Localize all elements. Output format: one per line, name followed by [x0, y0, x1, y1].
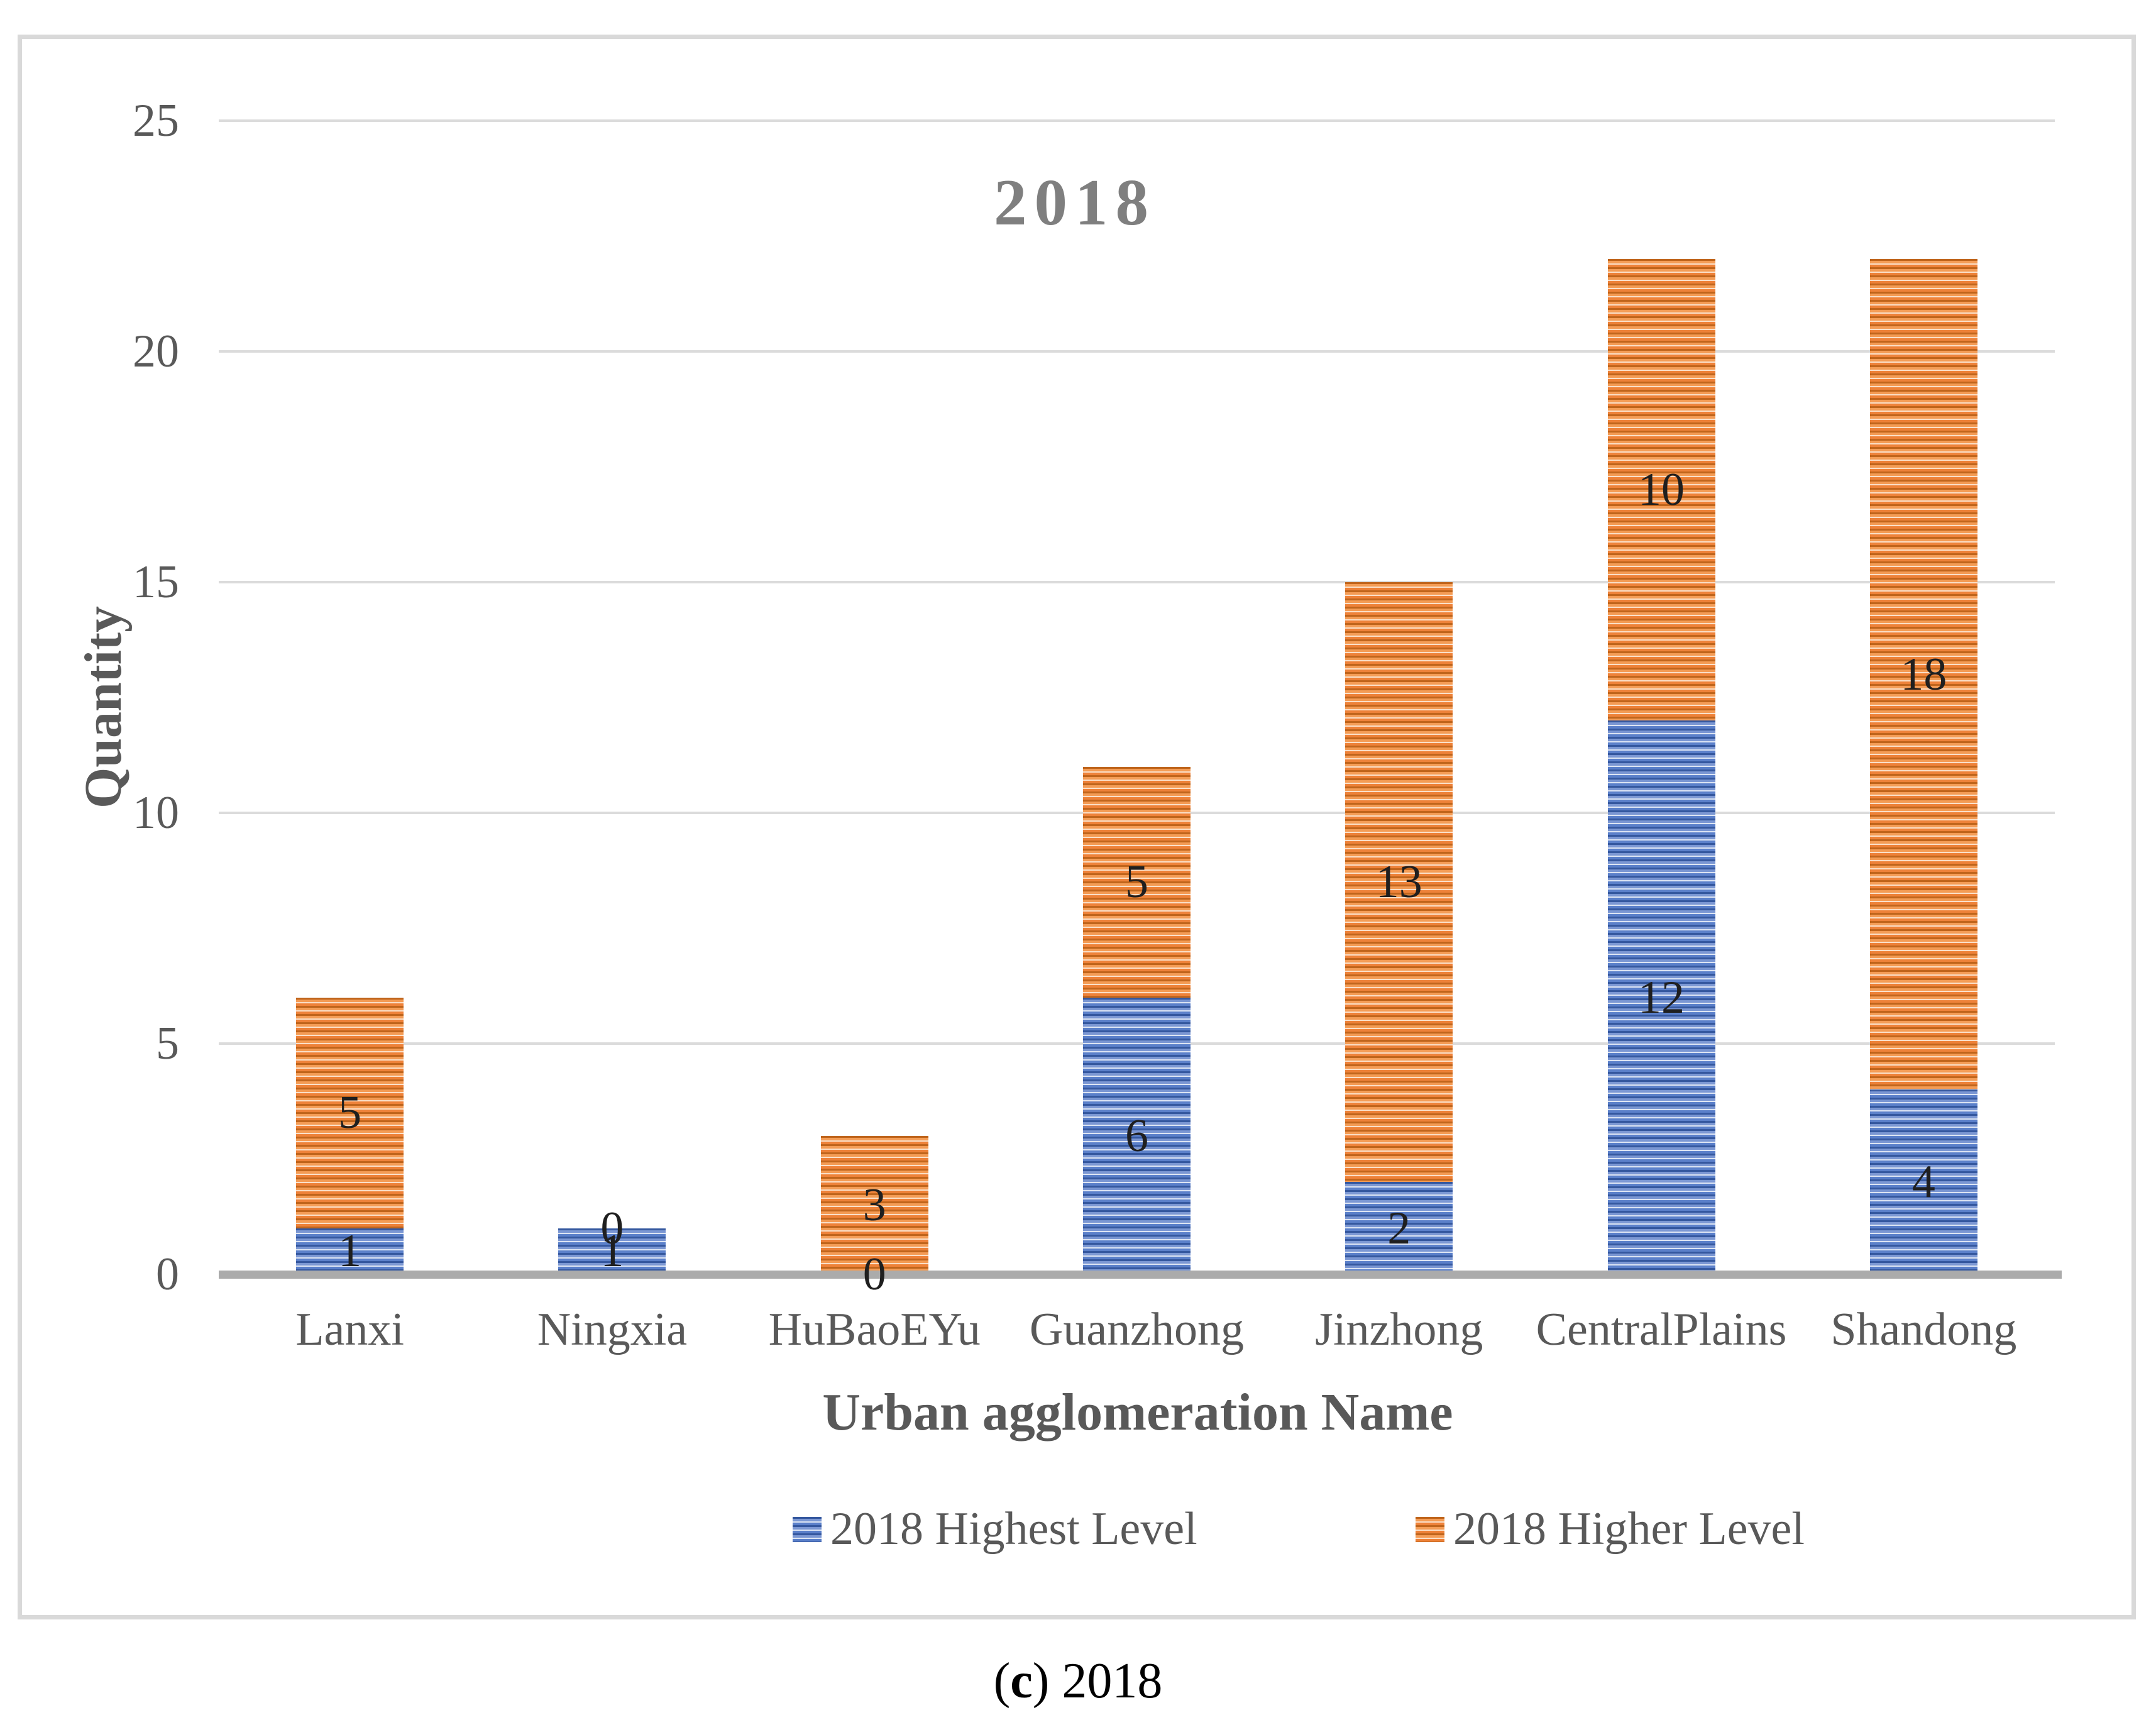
label-CentralPlains-highest-level: 12 [1638, 971, 1685, 1023]
bar-Guanzhong-highest-level [1082, 997, 1191, 1274]
bar-Lanxi-higher-level [296, 997, 404, 1228]
legend-swatch-highest-level-icon [793, 1516, 822, 1542]
y-axis-title: Quantity [74, 605, 133, 809]
bar-Guanzhong-higher-level [1082, 766, 1191, 998]
category-label-CentralPlains: CentralPlains [1536, 1304, 1787, 1355]
bar-Shandong-highest-level [1869, 1089, 1977, 1274]
category-label-Guanzhong: Guanzhong [1029, 1304, 1245, 1355]
category-label-Jinzhong: Jinzhong [1315, 1304, 1483, 1355]
bar-Lanxi-highest-level [296, 1228, 404, 1274]
y-tick-label-5: 5 [156, 1018, 179, 1069]
label-Guanzhong-highest-level: 6 [1125, 1110, 1148, 1162]
label-Ningxia-highest-level: 1 [600, 1225, 624, 1277]
label-CentralPlains-higher-level: 10 [1638, 464, 1685, 516]
bar-CentralPlains-higher-level [1607, 259, 1715, 721]
label-Lanxi-higher-level: 5 [338, 1087, 362, 1139]
x-axis-title: Urban agglomeration Name [822, 1383, 1453, 1442]
label-Shandong-higher-level: 18 [1900, 648, 1947, 700]
gridline-25 [219, 119, 2055, 122]
label-Jinzhong-highest-level: 2 [1387, 1202, 1411, 1254]
category-label-Lanxi: Lanxi [295, 1304, 404, 1355]
legend-swatch-higher-level-icon [1416, 1516, 1444, 1542]
gridline-15 [219, 581, 2055, 583]
label-Guanzhong-higher-level: 5 [1125, 856, 1148, 908]
caption-paren-close: ) [1032, 1653, 1062, 1709]
bar-Shandong-higher-level [1869, 259, 1977, 1090]
legend-item-highest-level: 2018 Highest Level [793, 1499, 1197, 1559]
bar-HuBaoEYu-higher-level [820, 1135, 928, 1274]
category-label-HuBaoEYu: HuBaoEYu [768, 1304, 981, 1355]
caption-marker: c [1010, 1653, 1033, 1709]
label-Ningxia-higher-level: 0 [600, 1202, 624, 1254]
caption-year: 2018 [1062, 1653, 1163, 1709]
label-HuBaoEYu-highest-level: 0 [862, 1249, 886, 1300]
label-Lanxi-highest-level: 1 [338, 1225, 362, 1277]
label-Shandong-highest-level: 4 [1911, 1156, 1935, 1208]
legend-item-higher-level: 2018 Higher Level [1416, 1499, 1805, 1559]
x-axis-line [219, 1271, 2062, 1279]
y-tick-label-25: 25 [133, 95, 179, 146]
legend-label-higher-level: 2018 Higher Level [1453, 1503, 1805, 1555]
label-Jinzhong-higher-level: 13 [1375, 856, 1422, 908]
legend-label-highest-level: 2018 Highest Level [830, 1503, 1197, 1555]
chart-title: 2018 [994, 165, 1156, 239]
figure-caption: (c) 2018 [0, 1651, 2156, 1711]
y-tick-label-15: 15 [133, 556, 179, 608]
gridline-20 [219, 350, 2055, 353]
category-label-Shandong: Shandong [1830, 1304, 2017, 1355]
y-tick-label-10: 10 [133, 787, 179, 839]
category-label-Ningxia: Ningxia [537, 1304, 688, 1355]
y-tick-label-0: 0 [156, 1249, 179, 1300]
caption-paren-open: ( [993, 1653, 1011, 1709]
label-HuBaoEYu-higher-level: 3 [862, 1179, 886, 1231]
bar-Ningxia-highest-level [558, 1228, 666, 1274]
bar-Jinzhong-highest-level [1345, 1182, 1453, 1274]
bar-Jinzhong-higher-level [1345, 582, 1453, 1183]
bar-CentralPlains-highest-level [1607, 720, 1715, 1274]
chart-border [18, 35, 2136, 1619]
y-tick-label-20: 20 [133, 326, 179, 377]
